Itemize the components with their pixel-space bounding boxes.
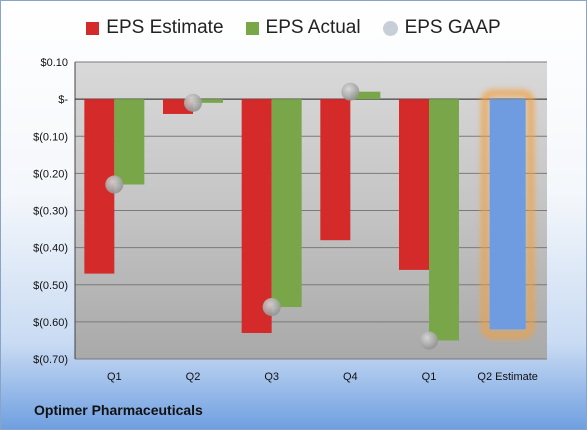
y-tick-label: $(0.70) xyxy=(33,354,68,366)
legend-item-gaap: EPS GAAP xyxy=(382,17,501,39)
y-tick-label: $(0.10) xyxy=(33,131,68,143)
y-tick-label: $(0.20) xyxy=(33,168,68,180)
forecast-glow xyxy=(481,89,535,339)
gaap-point xyxy=(262,298,281,317)
x-tick-label: Q2 Estimate xyxy=(477,371,538,383)
gaap-point xyxy=(341,82,360,101)
actual-bar xyxy=(114,99,145,185)
x-tick-label: Q3 xyxy=(264,371,279,383)
legend-swatch-estimate xyxy=(86,21,100,35)
actual-bar xyxy=(271,99,302,308)
company-name: Optimer Pharmaceuticals xyxy=(34,402,203,418)
estimate-bar xyxy=(320,99,351,241)
x-tick-label: Q1 xyxy=(422,371,437,383)
actual-bar xyxy=(193,99,223,103)
x-tick-label: Q4 xyxy=(343,371,358,383)
chart-legend: EPS Estimate EPS Actual EPS GAAP xyxy=(0,17,587,39)
gaap-point xyxy=(105,175,124,194)
legend-label-gaap: EPS GAAP xyxy=(404,17,501,38)
actual-bar xyxy=(350,91,381,100)
y-tick-label: $(0.60) xyxy=(33,317,68,329)
legend-label-actual: EPS Actual xyxy=(265,17,361,38)
y-tick-label: $- xyxy=(58,94,68,106)
y-tick-label: $0.10 xyxy=(40,57,68,69)
gaap-point xyxy=(420,331,438,350)
y-tick-label: $(0.50) xyxy=(33,280,68,292)
forecast-bar xyxy=(489,99,526,330)
legend-swatch-gaap xyxy=(382,20,398,36)
estimate-bar xyxy=(241,99,272,334)
legend-label-estimate: EPS Estimate xyxy=(106,17,224,38)
actual-bar xyxy=(429,99,459,341)
y-tick-label: $(0.40) xyxy=(33,243,68,255)
x-tick-label: Q1 xyxy=(107,371,122,383)
legend-item-estimate: EPS Estimate xyxy=(86,17,224,39)
estimate-bar xyxy=(399,99,429,270)
legend-swatch-actual xyxy=(245,21,259,35)
gaap-point xyxy=(184,93,202,112)
legend-item-actual: EPS Actual xyxy=(245,17,361,39)
x-tick-label: Q2 xyxy=(186,371,201,383)
y-tick-label: $(0.30) xyxy=(33,206,68,218)
